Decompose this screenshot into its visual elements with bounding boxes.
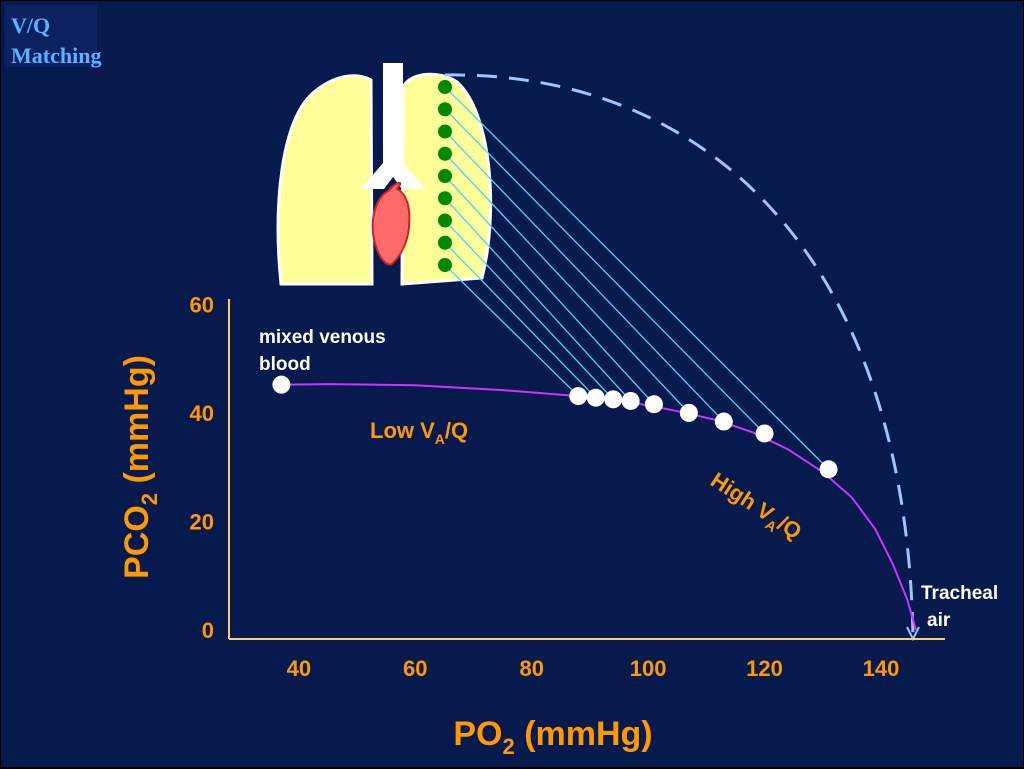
alveolus-dot: [438, 235, 452, 250]
trachea-icon: [361, 63, 425, 189]
slide-title-line2: Matching: [11, 43, 102, 68]
alveoli-dots: [438, 80, 452, 272]
y-tick-label: 20: [190, 509, 214, 534]
y-axis-title: PCO2 (mmHg): [118, 355, 162, 579]
alveolus-dot: [438, 124, 452, 139]
vq-point: [621, 391, 640, 410]
alveolus-connectors: [444, 86, 830, 470]
slide-title-line1: V/Q: [11, 13, 51, 38]
alveolus-connector: [444, 242, 597, 399]
alveolus-connector: [444, 86, 830, 470]
tracheal-arc: [444, 73, 915, 638]
title-box: [5, 5, 97, 67]
alveolus-dot: [438, 258, 452, 272]
alveolus-connector: [444, 108, 766, 434]
vq-point: [586, 388, 605, 407]
x-tick-label: 80: [519, 656, 543, 681]
alveolus-connector: [444, 131, 725, 423]
vq-point: [755, 424, 774, 443]
x-tick-label: 60: [403, 656, 427, 681]
mixed-venous-point: [272, 375, 291, 394]
high-vq-label: High VA/Q: [704, 467, 806, 547]
left-lung-icon: [276, 74, 374, 286]
vq-point: [644, 395, 663, 414]
slide-title: V/Q Matching: [11, 11, 101, 71]
x-tick-labels: 40 60 80 100 120 140: [287, 656, 900, 681]
y-tick-label: 40: [190, 401, 214, 426]
alveolus-dot: [438, 169, 452, 183]
x-tick-label: 40: [287, 656, 311, 681]
vq-point: [604, 390, 623, 409]
alveolus-connector: [444, 220, 614, 400]
tracheal-air-label: Tracheal air: [921, 583, 1003, 631]
vq-points: [272, 375, 838, 479]
low-vq-label: Low VA/Q: [370, 418, 468, 447]
alveolus-connector: [444, 175, 655, 405]
x-tick-label: 100: [630, 656, 667, 681]
y-tick-label: 0: [202, 618, 214, 643]
x-tick-label: 120: [746, 656, 783, 681]
alveolus-dot: [438, 213, 452, 228]
x-axis-title: PO2 (mmHg): [453, 715, 652, 759]
y-tick-label: 60: [190, 292, 214, 317]
vq-point: [819, 460, 838, 479]
alveolus-dot: [438, 80, 452, 94]
alveolus-connector: [444, 153, 690, 414]
alveolus-dot: [438, 146, 452, 161]
alveolus-connector: [444, 264, 579, 397]
alveolus-dot: [438, 191, 452, 206]
vq-point: [569, 387, 588, 406]
heart-icon: [371, 181, 411, 266]
x-tick-label: 140: [863, 656, 900, 681]
vq-point: [714, 412, 733, 431]
y-tick-labels: 0 20 40 60: [190, 292, 214, 642]
lungs-icon: [276, 63, 493, 286]
mixed-venous-label: mixed venous blood: [259, 327, 391, 375]
alveolus-connector: [444, 197, 632, 402]
alveolus-dot: [438, 102, 452, 117]
vq-point: [679, 403, 698, 422]
